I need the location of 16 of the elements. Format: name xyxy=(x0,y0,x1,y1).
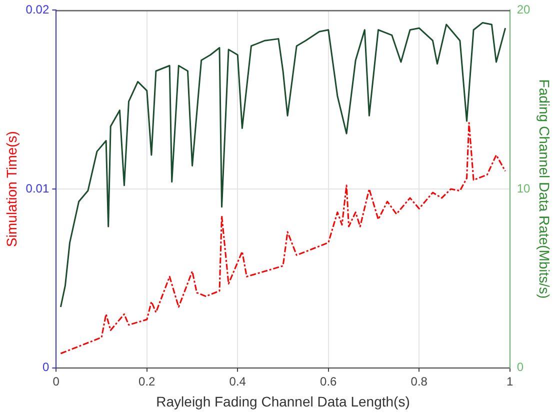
x-axis-title: Rayleigh Fading Channel Data Length(s) xyxy=(156,393,410,410)
y2-tick-label: 20 xyxy=(516,2,531,17)
y-tick-label: 0.01 xyxy=(26,181,50,196)
y2-tick-label: 10 xyxy=(516,181,531,196)
x-tick-label: 1 xyxy=(506,374,514,388)
y-tick-label: 0 xyxy=(42,360,50,374)
y2-tick-label: 0 xyxy=(516,360,524,374)
y-tick-label: 0.02 xyxy=(26,2,50,17)
x-tick-label: 0.4 xyxy=(229,374,246,388)
y-axis-title: Simulation Time(s) xyxy=(3,131,20,247)
x-tick-label: 0.2 xyxy=(138,374,156,388)
x-tick-label: 0.8 xyxy=(410,374,428,388)
x-tick-label: 0 xyxy=(52,374,60,388)
x-tick-label: 0.6 xyxy=(320,374,338,388)
line-series xyxy=(60,122,506,354)
y2-axis-title: Fading Channel Data Rate(Mbits/s) xyxy=(536,79,553,299)
